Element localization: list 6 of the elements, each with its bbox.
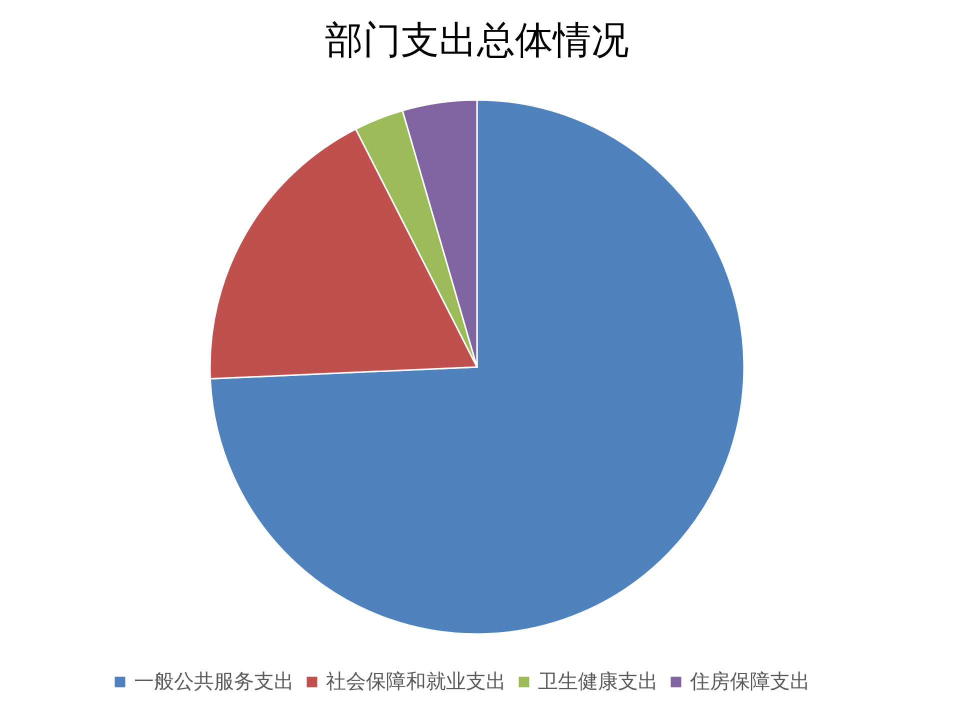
legend-label: 卫生健康支出 [538, 669, 658, 693]
chart-title: 部门支出总体情况 [325, 18, 629, 62]
legend-label: 一般公共服务支出 [134, 669, 294, 693]
legend-label: 住房保障支出 [689, 669, 810, 693]
legend-label: 社会保障和就业支出 [326, 669, 506, 693]
pie-slice [210, 99, 745, 635]
